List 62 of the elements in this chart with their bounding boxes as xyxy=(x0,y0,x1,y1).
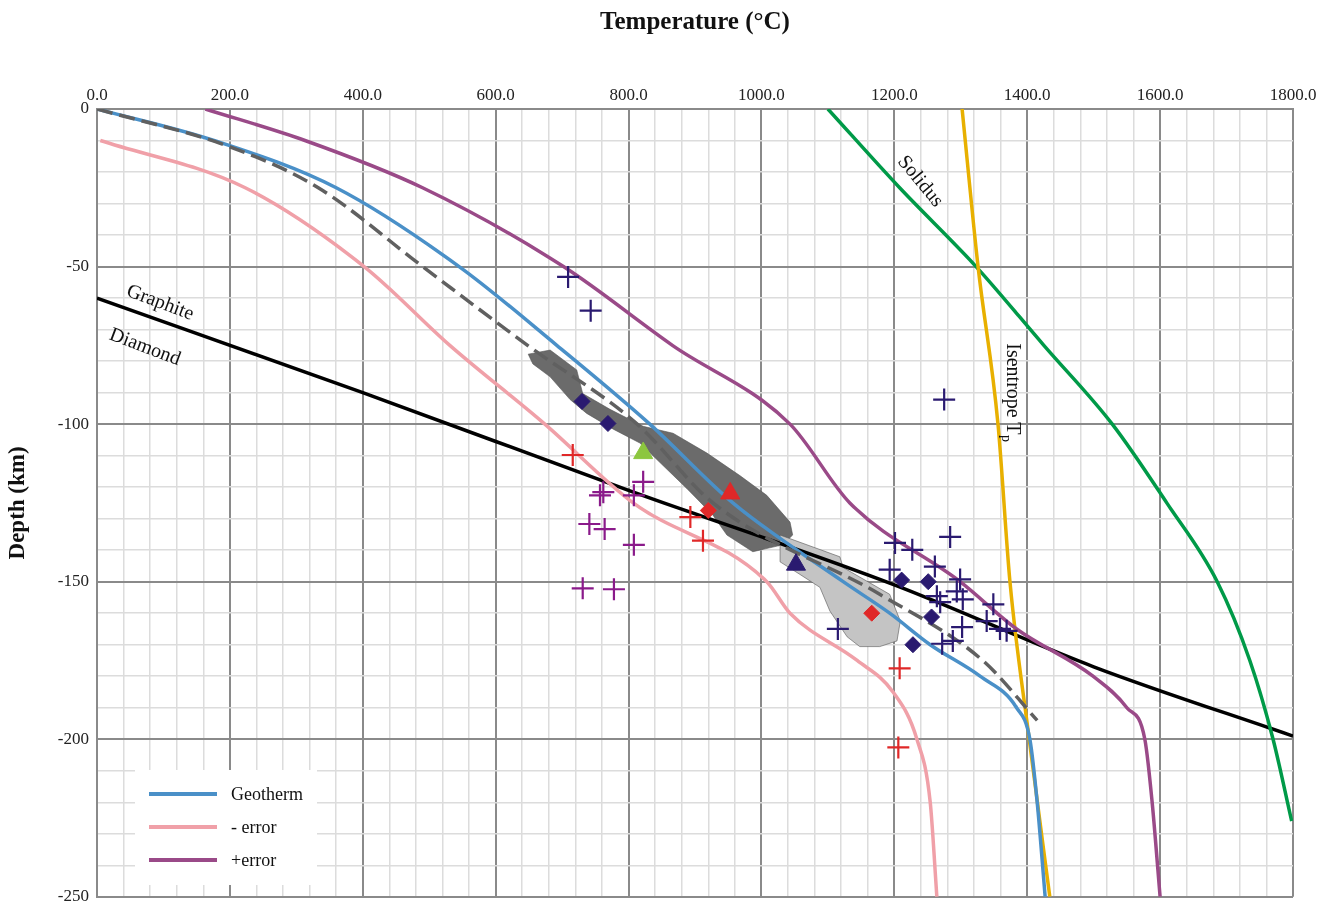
point xyxy=(863,604,881,622)
x-tick-label: 200.0 xyxy=(210,85,250,105)
point xyxy=(887,736,910,759)
point xyxy=(901,538,924,561)
point xyxy=(622,533,645,556)
x-tick-label: 1400.0 xyxy=(1003,85,1051,105)
point xyxy=(561,444,584,466)
point xyxy=(632,470,655,493)
x-tick-label: 1000.0 xyxy=(738,85,785,105)
y-tick-label: -50 xyxy=(66,256,89,276)
point xyxy=(929,591,952,614)
point xyxy=(945,580,968,603)
x-tick-label: 1800.0 xyxy=(1269,85,1317,105)
point xyxy=(593,518,616,541)
point xyxy=(888,657,911,680)
point xyxy=(933,388,956,411)
point xyxy=(923,555,946,578)
legend-label: Geotherm xyxy=(231,783,303,805)
point xyxy=(826,617,849,640)
y-tick-label: -100 xyxy=(57,413,89,433)
point xyxy=(878,558,901,581)
line-series xyxy=(97,109,1039,723)
point xyxy=(995,619,1018,642)
line-series xyxy=(826,109,1293,823)
point xyxy=(884,531,906,554)
point xyxy=(904,636,922,654)
y-tick-label: -150 xyxy=(57,571,89,591)
point xyxy=(939,525,962,548)
point xyxy=(691,529,714,552)
point xyxy=(557,265,580,288)
line-series xyxy=(203,109,1162,897)
point xyxy=(949,568,972,591)
point xyxy=(951,588,974,611)
point xyxy=(923,608,941,626)
point xyxy=(622,484,645,507)
point xyxy=(699,501,717,519)
point xyxy=(573,392,591,410)
point xyxy=(982,593,1005,616)
y-tick-label: -250 xyxy=(57,886,89,906)
point xyxy=(975,610,998,633)
point xyxy=(602,578,625,601)
annotation: Isentrope Tp xyxy=(999,343,1025,442)
legend-label: - error xyxy=(231,816,277,838)
point xyxy=(893,571,911,589)
point xyxy=(571,577,594,600)
legend-label: +error xyxy=(231,849,277,871)
x-tick-label: 1600.0 xyxy=(1136,85,1184,105)
y-axis-title: Depth (km) xyxy=(3,446,29,560)
point xyxy=(578,513,601,536)
x-tick-label: 1200.0 xyxy=(870,85,918,105)
point xyxy=(951,616,974,639)
point xyxy=(579,299,602,322)
y-tick-label: 0 xyxy=(80,98,89,118)
x-tick-label: 600.0 xyxy=(476,85,515,105)
point xyxy=(679,506,702,529)
x-axis-title: Temperature (°C) xyxy=(600,7,790,36)
point xyxy=(919,573,937,591)
y-tick-label: -200 xyxy=(57,728,89,748)
point xyxy=(931,632,954,655)
x-tick-label: 800.0 xyxy=(609,85,648,105)
point xyxy=(599,414,617,432)
x-tick-label: 400.0 xyxy=(343,85,382,105)
